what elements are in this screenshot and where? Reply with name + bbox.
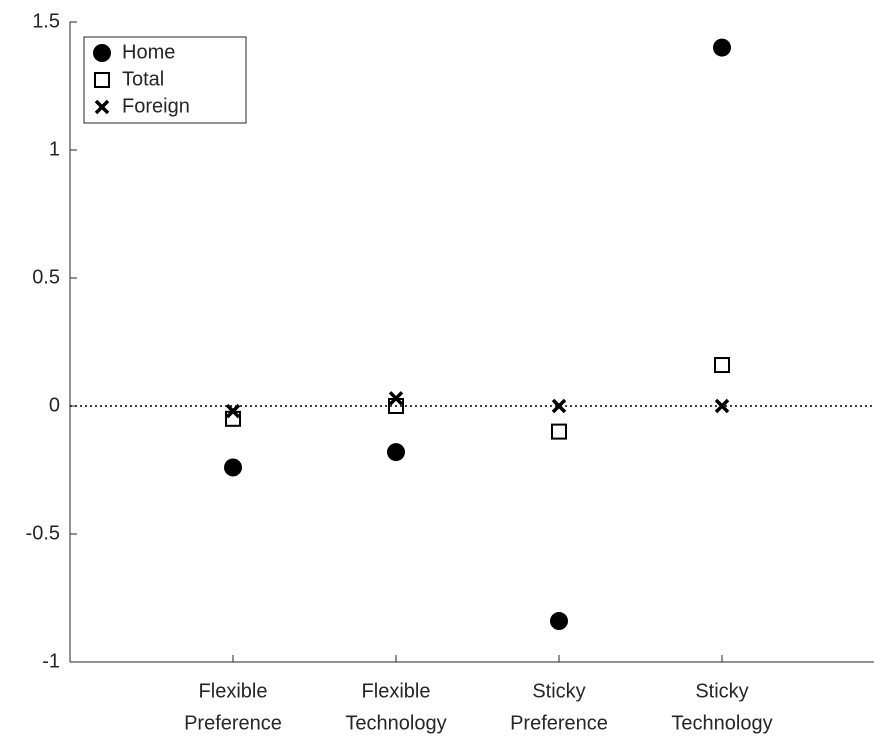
point: [714, 357, 730, 374]
x-tick-label: Technology: [345, 712, 446, 734]
legend-marker: [93, 44, 111, 62]
point: [387, 443, 405, 462]
point: [551, 398, 567, 414]
x-tick-label: Flexible: [362, 680, 431, 702]
point: [714, 398, 730, 414]
x-tick-label: Technology: [671, 712, 772, 734]
point: [224, 458, 242, 477]
legend-box: [83, 36, 247, 124]
x-tick-label: Sticky: [532, 680, 585, 702]
point: [551, 423, 567, 440]
x-tick-label: Sticky: [695, 680, 748, 702]
legend-marker: [94, 99, 110, 115]
legend-label: Total: [122, 68, 164, 90]
x-tick-label: Preference: [510, 712, 608, 734]
x-tick-label: Flexible: [199, 680, 268, 702]
legend-marker: [94, 72, 110, 88]
y-tick-label: -0.5: [26, 522, 60, 544]
legend-label: Foreign: [122, 95, 190, 117]
y-tick-label: 1: [49, 138, 60, 160]
point: [550, 612, 568, 631]
y-tick-label: -1: [42, 650, 60, 672]
x-tick-label: Preference: [184, 712, 282, 734]
point: [388, 391, 404, 406]
point: [713, 38, 731, 57]
y-tick-label: 0.5: [32, 266, 60, 288]
legend-label: Home: [122, 41, 175, 63]
y-tick-label: 0: [49, 394, 60, 416]
point: [225, 403, 241, 419]
y-tick-label: 1.5: [32, 10, 60, 32]
